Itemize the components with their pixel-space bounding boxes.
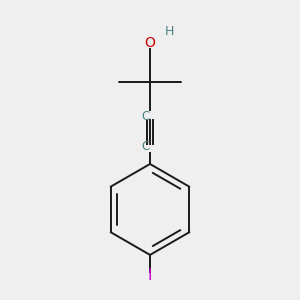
Text: O: O: [145, 36, 155, 50]
Text: H: H: [164, 25, 174, 38]
Text: C: C: [141, 140, 149, 153]
Text: C: C: [141, 110, 149, 123]
Text: I: I: [148, 268, 152, 284]
